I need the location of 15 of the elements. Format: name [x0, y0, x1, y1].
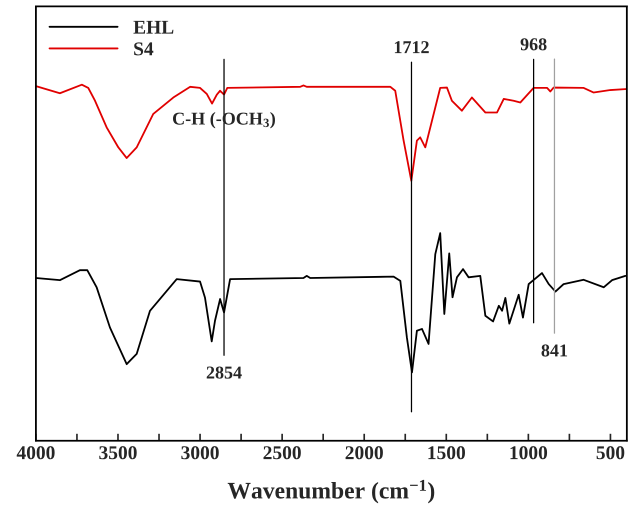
- ref-line-label: 1712: [394, 41, 429, 54]
- x-tick-label: 2500: [264, 446, 301, 460]
- ref-line-label: 968: [520, 38, 547, 50]
- x-tick-label: 4000: [16, 446, 55, 460]
- x-tick-label: 500: [596, 446, 624, 460]
- x-tick-label: 3000: [181, 446, 219, 460]
- x-axis-title: Wavenumber (cm$^{−1}$): [228, 480, 434, 504]
- x-tick-label: 1000: [510, 446, 548, 460]
- ref-line-label: 2854: [206, 366, 242, 379]
- x-tick-label: 2000: [346, 446, 383, 460]
- legend-label: S4: [134, 42, 154, 56]
- legend-label: EHL: [133, 20, 174, 34]
- x-tick-label: 1500: [428, 446, 465, 460]
- x-tick-label: 3500: [99, 446, 137, 460]
- ref-line-label: 841: [542, 344, 568, 357]
